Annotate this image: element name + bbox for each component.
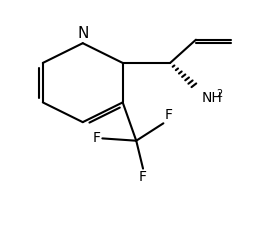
Text: F: F <box>165 108 173 122</box>
Text: NH: NH <box>201 91 222 105</box>
Text: F: F <box>139 170 147 184</box>
Text: F: F <box>92 131 100 145</box>
Text: N: N <box>77 26 89 41</box>
Text: 2: 2 <box>216 89 222 99</box>
